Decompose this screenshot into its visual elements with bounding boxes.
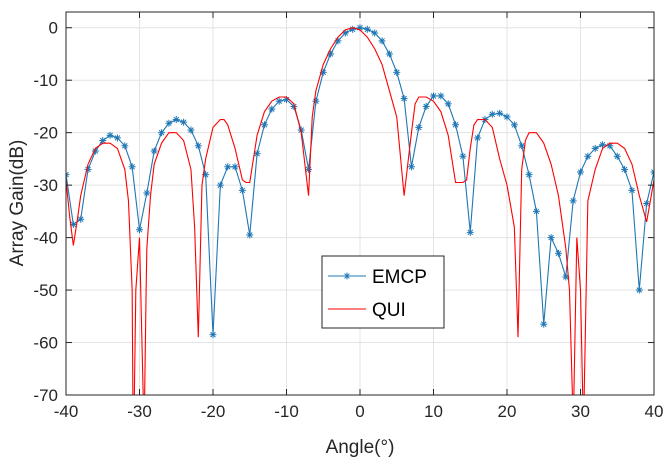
data-point-emcp [393, 68, 401, 76]
x-tick-label: -40 [54, 402, 79, 421]
data-point-emcp [540, 320, 548, 328]
data-point-emcp [150, 147, 158, 155]
data-point-emcp [584, 152, 592, 160]
data-point-emcp [231, 163, 239, 171]
data-point-emcp [415, 123, 423, 131]
data-point-emcp [187, 126, 195, 134]
data-point-emcp [385, 50, 393, 58]
data-point-emcp [422, 102, 430, 110]
data-point-emcp [136, 226, 143, 234]
data-point-emcp [238, 186, 246, 194]
x-tick-label: 30 [571, 402, 590, 421]
data-point-emcp [253, 150, 261, 158]
data-point-emcp [209, 331, 217, 339]
data-point-emcp [488, 110, 496, 118]
data-point-emcp [407, 163, 415, 171]
data-point-emcp [216, 181, 224, 189]
ticks: -40 -30 -20 -10 0 10 20 30 40 0 -10 -20 -30 -40 -50 -60… [33, 12, 663, 421]
x-tick-label: 10 [424, 402, 443, 421]
data-point-emcp [69, 220, 77, 228]
legend: EMCP QUI [321, 255, 445, 329]
data-point-emcp [400, 95, 408, 103]
data-point-emcp [180, 118, 188, 126]
series-layer [66, 24, 654, 395]
data-point-emcp [113, 134, 121, 142]
data-point-emcp [518, 142, 526, 150]
y-tick-label: -40 [33, 229, 58, 248]
data-point-emcp [246, 231, 254, 239]
data-point-emcp [363, 25, 371, 33]
data-point-emcp [496, 109, 504, 117]
data-point-emcp [371, 29, 379, 37]
y-tick-label: -10 [33, 71, 58, 90]
x-tick-label: 0 [355, 402, 364, 421]
data-point-emcp [452, 121, 460, 129]
data-point-emcp [437, 92, 445, 100]
x-tick-label: -30 [127, 402, 152, 421]
data-point-emcp [275, 97, 283, 105]
x-tick-label: 40 [645, 402, 664, 421]
data-point-emcp [260, 121, 268, 129]
data-point-emcp [106, 131, 114, 139]
legend-label: QUI [372, 300, 406, 321]
legend-label: EMCP [372, 267, 427, 288]
series-qui [66, 27, 654, 395]
data-point-emcp [577, 168, 584, 176]
y-tick-label: -70 [33, 386, 58, 405]
data-point-emcp [635, 286, 643, 294]
data-point-emcp [224, 163, 232, 171]
y-tick-label: -50 [33, 281, 58, 300]
data-point-emcp [510, 121, 518, 129]
y-tick-label: -20 [33, 124, 58, 143]
data-point-emcp [474, 134, 482, 142]
data-point-emcp [621, 165, 629, 173]
data-point-emcp [84, 165, 92, 173]
legend-marker [343, 272, 351, 280]
data-point-emcp [194, 142, 202, 150]
data-point-emcp [554, 249, 562, 257]
y-tick-label: -60 [33, 334, 58, 353]
data-point-emcp [650, 168, 654, 176]
data-point-emcp [172, 116, 180, 124]
data-point-emcp [643, 200, 651, 207]
data-point-emcp [158, 129, 166, 137]
legend-item-emcp: EMCP [328, 267, 427, 288]
data-point-emcp [121, 142, 129, 150]
data-point-emcp [569, 197, 577, 205]
data-point-emcp [613, 152, 621, 160]
data-point-emcp [128, 163, 136, 171]
data-point-emcp [268, 105, 276, 113]
y-tick-label: -30 [33, 176, 58, 195]
data-point-emcp [66, 171, 70, 179]
x-tick-label: -10 [274, 402, 299, 421]
y-tick-label: 0 [49, 19, 58, 38]
y-axis-label: Array Gain(dB) [7, 140, 28, 267]
data-point-emcp [591, 144, 599, 152]
data-point-emcp [378, 37, 386, 45]
data-point-emcp [503, 113, 511, 121]
x-tick-label: 20 [498, 402, 517, 421]
data-point-emcp [466, 228, 474, 236]
data-point-emcp [532, 207, 540, 215]
data-point-emcp [143, 189, 151, 197]
data-point-emcp [525, 171, 533, 179]
x-axis-label: Angle(°) [326, 437, 395, 458]
data-point-emcp [459, 152, 467, 160]
data-point-emcp [547, 234, 555, 242]
data-point-emcp [77, 215, 85, 223]
data-point-emcp [430, 92, 437, 100]
legend-box [321, 255, 445, 329]
data-point-emcp [165, 119, 173, 127]
data-point-emcp [599, 141, 607, 149]
series-line-qui [66, 27, 654, 395]
data-point-emcp [444, 100, 452, 108]
data-point-emcp [628, 186, 636, 194]
legend-item-qui: QUI [328, 300, 406, 321]
x-tick-label: -20 [201, 402, 226, 421]
